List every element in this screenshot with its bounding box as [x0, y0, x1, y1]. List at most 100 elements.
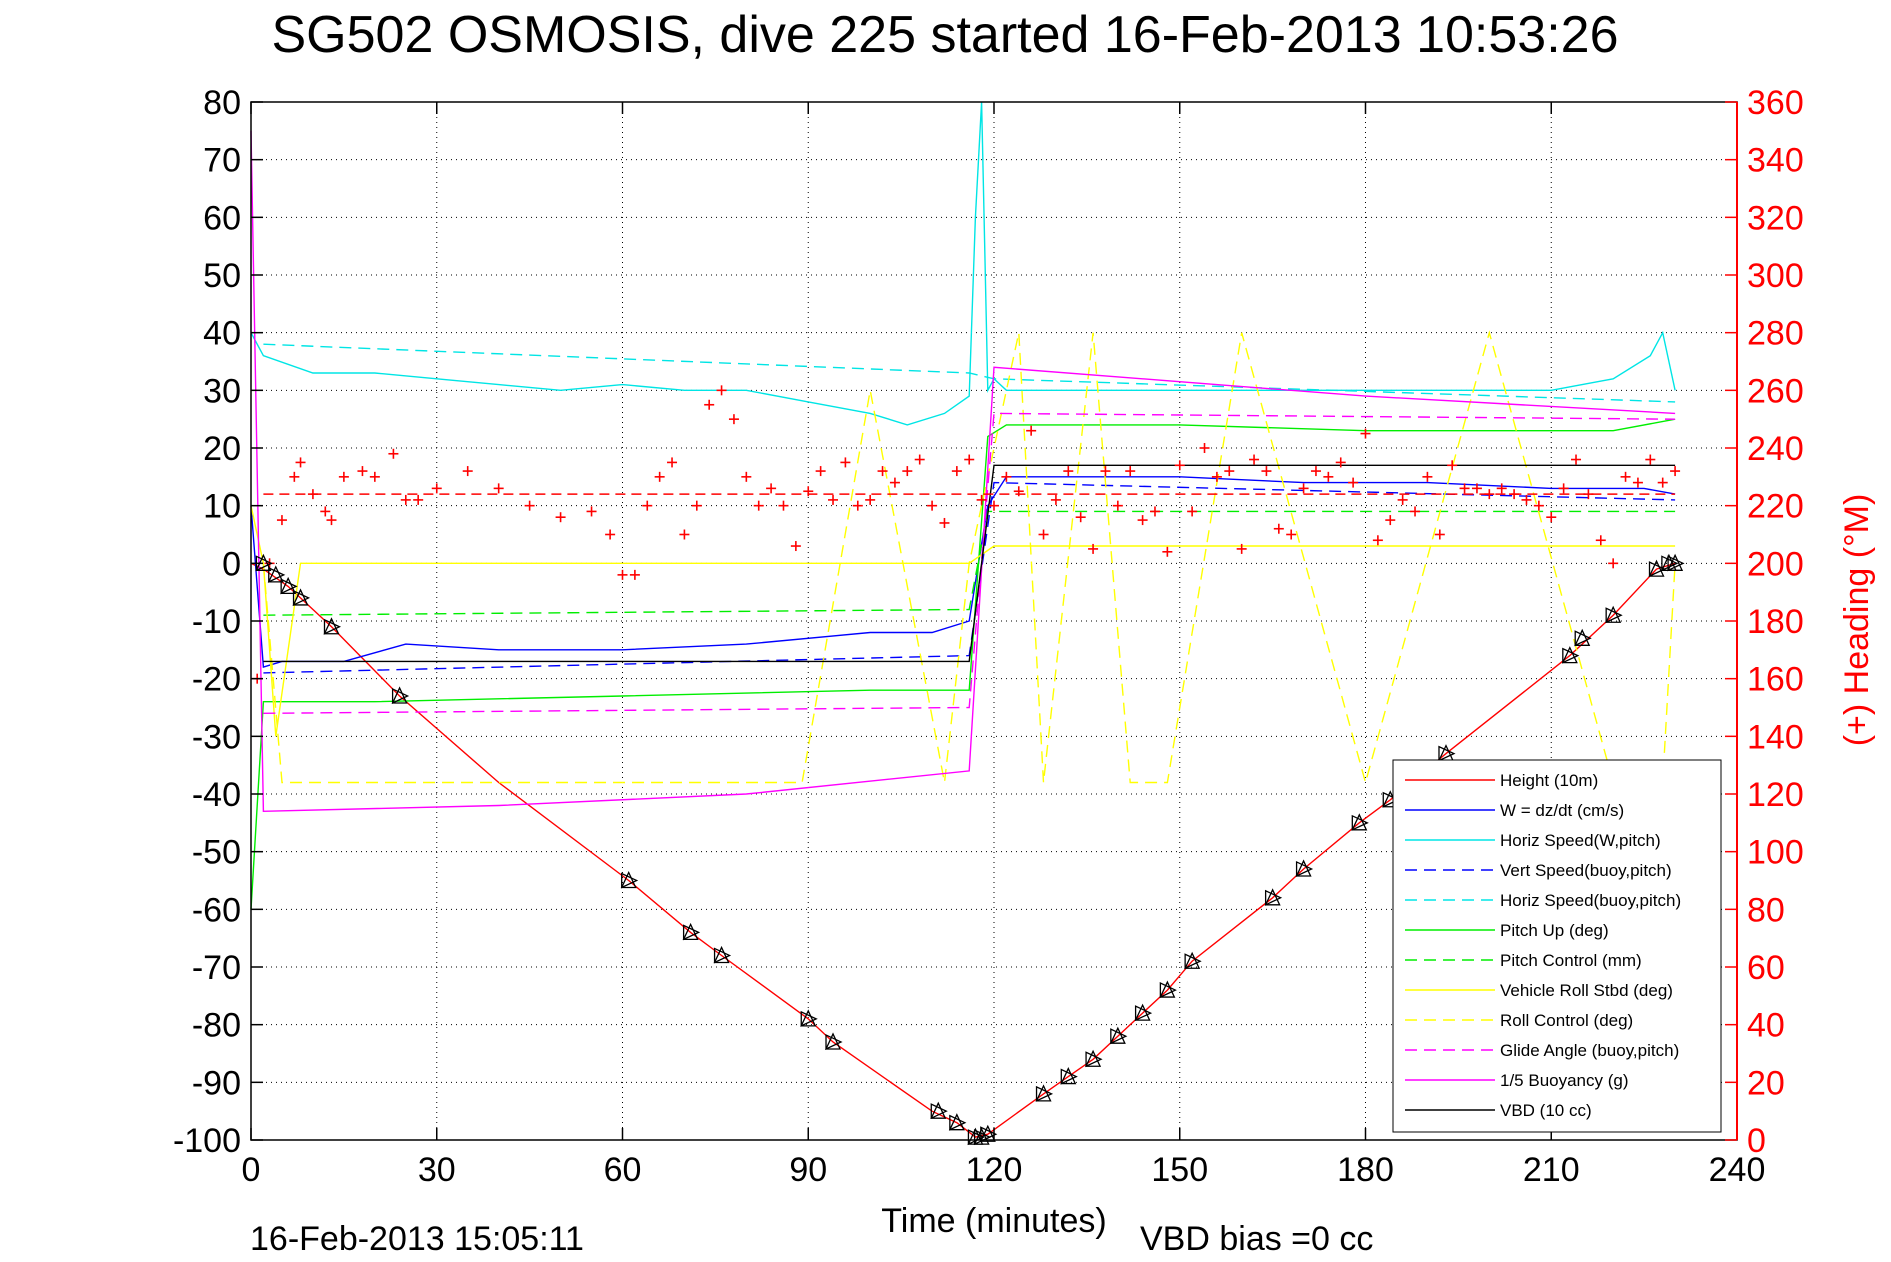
gc-triangle-up: [979, 1124, 996, 1142]
gc-triangle-up: [1060, 1067, 1077, 1085]
heading-point: [1174, 460, 1185, 471]
y2-tick-label-60: 60: [1747, 949, 1785, 987]
y2-tick-label-120: 120: [1747, 776, 1804, 814]
y2-tick-label-80: 80: [1747, 891, 1785, 929]
y-tick-label--100: -100: [173, 1122, 241, 1160]
heading-point: [276, 515, 287, 526]
heading-point: [1249, 454, 1260, 465]
heading-point: [642, 500, 653, 511]
heading-point: [1088, 543, 1099, 554]
heading-point: [289, 471, 300, 482]
gc-marker: [930, 1101, 948, 1120]
gc-marker: [824, 1032, 843, 1050]
y2-tick-label-0: 0: [1747, 1122, 1766, 1160]
y-tick-label--60: -60: [192, 891, 241, 929]
x-tick-label-120: 120: [966, 1151, 1023, 1189]
gc-triangle-right: [1159, 982, 1177, 999]
heading-point: [1112, 500, 1123, 511]
legend: Height (10m) W = dz/dt (cm/s) Horiz Speed(…: [1392, 759, 1722, 1133]
heading-point: [1335, 457, 1346, 468]
heading-point: [803, 486, 814, 497]
heading-point: [914, 454, 925, 465]
heading-point: [1670, 466, 1681, 477]
heading-point: [1509, 489, 1520, 500]
heading-point: [1026, 425, 1037, 436]
gc-marker: [800, 1009, 818, 1027]
heading-point: [1162, 546, 1173, 557]
y-tick-label--40: -40: [192, 776, 241, 814]
heading-point: [1063, 466, 1074, 477]
gc-triangle-right: [1035, 1085, 1054, 1102]
heading-point: [691, 500, 702, 511]
heading-layer: [252, 385, 1681, 684]
gc-triangle-right: [1110, 1028, 1128, 1045]
gc-triangle-right: [1351, 814, 1369, 831]
gc-triangle-up: [973, 1127, 990, 1145]
gc-triangle-up: [1159, 980, 1176, 998]
gc-triangle-up: [1605, 605, 1622, 623]
y-tick-label-30: 30: [203, 372, 241, 410]
heading-point: [1125, 466, 1136, 477]
gc-triangle-right: [1264, 889, 1283, 906]
heading-point: [586, 506, 597, 517]
heading-point: [902, 466, 913, 477]
heading-point: [1608, 558, 1619, 569]
heading-point: [1261, 466, 1272, 477]
x-tick-label-90: 90: [789, 1151, 827, 1189]
gc-triangle-right: [268, 566, 286, 583]
heading-point: [1236, 543, 1247, 554]
y-tick-label--10: -10: [192, 603, 241, 641]
heading-point: [840, 457, 851, 468]
gc-marker: [1264, 888, 1283, 906]
gc-triangle-right: [621, 872, 639, 889]
heading-point: [462, 466, 473, 477]
gc-marker: [1295, 859, 1314, 877]
heading-point: [617, 569, 628, 580]
heading-point: [1211, 471, 1222, 482]
y-tick-label-80: 80: [203, 84, 241, 122]
gc-marker: [1574, 628, 1592, 647]
gc-marker: [979, 1124, 998, 1143]
gc-triangle-up: [1561, 646, 1578, 664]
heading-point: [1001, 471, 1012, 482]
legend-label-vert-speed-buoy-pitch: Vert Speed(buoy,pitch): [1500, 861, 1672, 880]
heading-point: [778, 500, 789, 511]
gc-triangle-right: [1562, 647, 1580, 664]
legend-label-height-10m: Height (10m): [1500, 771, 1598, 790]
marker-layer: [255, 553, 1685, 1146]
series-vehicle-roll-stbd-deg: [250, 505, 1676, 737]
heading-point: [369, 471, 380, 482]
gc-triangle-up: [1184, 951, 1201, 969]
heading-point: [1459, 483, 1470, 494]
gc-triangle-right: [1085, 1051, 1103, 1068]
heading-point: [741, 471, 752, 482]
heading-point: [790, 541, 801, 552]
series-pitch-up-deg: [250, 418, 1676, 910]
heading-point: [667, 457, 678, 468]
gc-marker: [1109, 1026, 1128, 1045]
gc-triangle-up: [682, 922, 699, 941]
right-axis-label: (+) Heading (°M): [1838, 494, 1876, 747]
series-roll-control-deg: [262, 330, 1676, 786]
heading-point: [357, 466, 368, 477]
heading-point: [1323, 471, 1334, 482]
heading-point: [1286, 529, 1297, 540]
gc-triangle-right: [1667, 555, 1685, 572]
gc-triangle-right: [1574, 630, 1592, 647]
gc-marker: [682, 922, 701, 941]
series-w-dz-dt-cm-s: [250, 476, 1676, 669]
legend-label-roll-control-deg: Roll Control (deg): [1500, 1011, 1633, 1030]
legend-label-horiz-speed-w-pitch: Horiz Speed(W,pitch): [1500, 831, 1661, 850]
heading-point: [388, 448, 399, 459]
heading-point: [1546, 512, 1557, 523]
gc-triangle-up: [280, 576, 297, 595]
y-tick-label--50: -50: [192, 834, 241, 872]
heading-point: [1410, 506, 1421, 517]
gc-triangle-right: [323, 618, 342, 635]
heading-point: [320, 506, 331, 517]
gc-marker: [292, 588, 311, 606]
heading-point: [728, 414, 739, 425]
gc-triangle-right: [800, 1010, 818, 1027]
x-tick-label-60: 60: [604, 1151, 642, 1189]
heading-point: [605, 529, 616, 540]
